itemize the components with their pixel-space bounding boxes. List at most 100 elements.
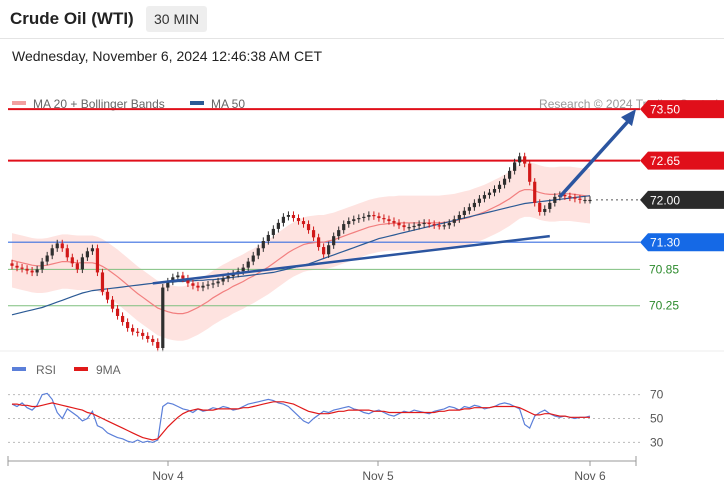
candle xyxy=(261,237,265,252)
candle xyxy=(55,239,59,252)
level-label-72.00: 72.00 xyxy=(650,193,680,207)
candle xyxy=(407,223,411,231)
chart-header: Crude Oil (WTI) 30 MIN xyxy=(0,0,724,38)
candle xyxy=(306,220,311,234)
candle xyxy=(191,279,195,290)
candle xyxy=(161,283,165,352)
candle xyxy=(206,280,210,290)
time-axis: Nov 4 Nov 5 Nov 6 xyxy=(7,456,637,483)
candle xyxy=(15,262,19,272)
candle xyxy=(372,211,376,220)
candle xyxy=(402,221,406,231)
legend-rsi-swatch xyxy=(12,367,26,371)
candle xyxy=(437,221,441,230)
candle xyxy=(457,211,461,223)
rsi-tick-50: 50 xyxy=(650,412,664,426)
candle xyxy=(387,215,391,225)
timestamp: Wednesday, November 6, 2024 12:46:38 AM … xyxy=(12,48,322,64)
candle xyxy=(251,251,255,266)
candle xyxy=(120,312,125,326)
annotations xyxy=(152,109,636,285)
candle xyxy=(35,265,39,277)
candle xyxy=(497,181,502,193)
candle xyxy=(513,158,517,175)
timeframe-button[interactable]: 30 MIN xyxy=(146,6,208,32)
rsi-9ma-line xyxy=(12,401,590,441)
candle xyxy=(90,244,95,255)
candle xyxy=(85,247,89,261)
candle xyxy=(397,219,401,229)
candle xyxy=(291,211,296,222)
candle xyxy=(502,175,507,189)
candle xyxy=(266,231,270,245)
candle xyxy=(578,195,582,204)
candle xyxy=(286,211,291,221)
candle xyxy=(482,191,487,203)
candle xyxy=(221,274,225,286)
candle xyxy=(472,199,476,211)
candle xyxy=(131,324,135,336)
candle xyxy=(352,215,356,225)
level-tag-73.50 xyxy=(640,100,724,119)
candle xyxy=(528,159,532,186)
candle xyxy=(156,338,160,352)
candle xyxy=(211,279,215,289)
candle xyxy=(20,263,24,273)
candle xyxy=(518,152,522,167)
rsi-tick-30: 30 xyxy=(650,435,664,449)
x-tick-label: Nov 5 xyxy=(362,469,394,483)
candle xyxy=(538,199,542,216)
header-divider xyxy=(0,38,724,39)
legend-ma20-label: MA 20 + Bollinger Bands xyxy=(33,97,165,111)
candle xyxy=(126,318,130,332)
candle xyxy=(50,244,54,260)
candle xyxy=(60,239,64,252)
candle xyxy=(533,178,537,207)
candle xyxy=(30,267,34,277)
legend-9ma-label: 9MA xyxy=(96,363,121,377)
level-tag-72.65 xyxy=(640,151,724,170)
candle xyxy=(281,213,286,227)
candle xyxy=(583,196,587,204)
candle xyxy=(80,253,84,274)
candle xyxy=(136,328,140,337)
candle xyxy=(171,273,175,286)
candle xyxy=(141,329,145,340)
rsi-tick-70: 70 xyxy=(650,388,664,402)
candle xyxy=(382,214,386,223)
candle xyxy=(543,205,547,216)
candle xyxy=(573,193,577,203)
candle xyxy=(337,226,341,240)
candle xyxy=(447,219,451,229)
candle xyxy=(151,335,155,346)
legend-9ma-swatch xyxy=(74,367,88,371)
candle xyxy=(507,167,512,183)
x-tick-label: Nov 6 xyxy=(574,469,606,483)
candle xyxy=(568,192,572,202)
candle xyxy=(392,217,396,227)
level-label-71.30: 71.30 xyxy=(650,236,680,250)
level-label-70.85: 70.85 xyxy=(649,262,679,276)
level-label-73.50: 73.50 xyxy=(650,103,680,117)
candle xyxy=(146,332,150,343)
candle xyxy=(523,152,527,168)
support-trendline xyxy=(152,234,550,285)
candle xyxy=(422,219,426,228)
bollinger-band-area xyxy=(12,162,590,341)
candle xyxy=(332,232,336,249)
candle xyxy=(10,259,14,270)
rsi-legend: RSI 9MA xyxy=(12,363,121,377)
forecast-arrow-head xyxy=(621,109,636,127)
candle xyxy=(442,221,446,230)
level-tag-71.30 xyxy=(640,233,724,252)
candle xyxy=(256,244,260,260)
candle xyxy=(492,185,497,197)
candle xyxy=(186,274,190,287)
candle xyxy=(377,212,381,222)
instrument-title: Crude Oil (WTI) xyxy=(10,9,134,28)
candle xyxy=(105,288,110,304)
level-label-70.25: 70.25 xyxy=(649,299,679,313)
candle xyxy=(487,189,492,199)
candles xyxy=(10,152,592,352)
